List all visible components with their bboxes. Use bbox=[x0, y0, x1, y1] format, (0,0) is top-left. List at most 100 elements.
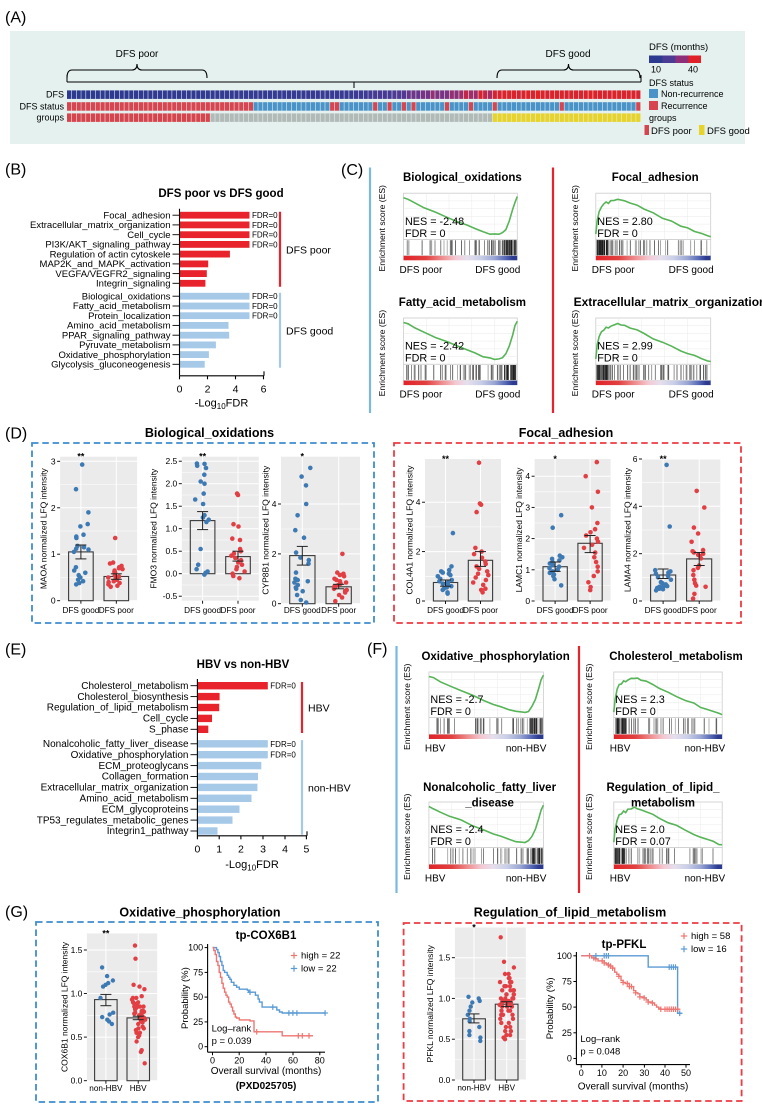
svg-text:non-HBV: non-HBV bbox=[506, 874, 547, 885]
svg-text:5: 5 bbox=[303, 844, 309, 856]
svg-text:DFS good: DFS good bbox=[286, 325, 333, 337]
svg-text:2: 2 bbox=[51, 503, 56, 513]
svg-text:Enrichment score (ES): Enrichment score (ES) bbox=[402, 663, 412, 750]
svg-text:DFS good: DFS good bbox=[645, 606, 682, 615]
svg-text:NES = 2.3: NES = 2.3 bbox=[615, 694, 665, 706]
svg-text:DFS good: DFS good bbox=[545, 49, 590, 60]
svg-text:HBV: HBV bbox=[425, 744, 446, 755]
svg-text:Fatty_acid_metabolism: Fatty_acid_metabolism bbox=[73, 301, 171, 312]
svg-text:DFS poor: DFS poor bbox=[321, 606, 356, 615]
svg-text:4: 4 bbox=[416, 497, 421, 507]
svg-text:Regulation_of_lipid_metabolism: Regulation_of_lipid_metabolism bbox=[474, 906, 666, 920]
svg-text:DFS poor vs DFS good: DFS poor vs DFS good bbox=[158, 188, 283, 200]
svg-text:0: 0 bbox=[177, 384, 183, 396]
svg-text:Fatty_acid_metabolism: Fatty_acid_metabolism bbox=[399, 297, 526, 309]
svg-text:Enrichment score (ES): Enrichment score (ES) bbox=[377, 185, 387, 272]
svg-text:FDR = 0: FDR = 0 bbox=[597, 353, 638, 365]
svg-text:20: 20 bbox=[618, 1068, 628, 1078]
svg-text:non-HBV: non-HBV bbox=[685, 744, 726, 755]
svg-text:*: * bbox=[472, 923, 476, 933]
svg-text:low = 22: low = 22 bbox=[301, 964, 337, 975]
svg-text:Log–rank: Log–rank bbox=[212, 1024, 252, 1035]
svg-text:FDR=0: FDR=0 bbox=[270, 751, 296, 760]
svg-text:(A): (A) bbox=[5, 10, 26, 27]
svg-text:DFS good: DFS good bbox=[707, 126, 750, 137]
svg-text:Cell_cycle: Cell_cycle bbox=[143, 714, 189, 725]
svg-text:HBV: HBV bbox=[308, 703, 330, 715]
svg-text:40: 40 bbox=[688, 65, 698, 75]
svg-text:-Log10FDR: -Log10FDR bbox=[195, 398, 249, 412]
svg-text:Extracellular_matrix_organizat: Extracellular_matrix_organization bbox=[574, 295, 762, 309]
svg-text:tp-COX6B1: tp-COX6B1 bbox=[236, 930, 297, 942]
svg-text:DFS good: DFS good bbox=[475, 390, 520, 401]
svg-text:2: 2 bbox=[416, 547, 421, 557]
svg-text:DFS good: DFS good bbox=[669, 265, 714, 276]
svg-text:NES = 2.0: NES = 2.0 bbox=[615, 824, 665, 836]
svg-text:FDR=0: FDR=0 bbox=[252, 240, 278, 249]
svg-text:80: 80 bbox=[315, 1056, 325, 1066]
svg-text:2: 2 bbox=[238, 844, 244, 856]
svg-text:2: 2 bbox=[633, 549, 638, 559]
svg-text:Enrichment score (ES): Enrichment score (ES) bbox=[377, 310, 387, 397]
svg-text:Enrichment score (ES): Enrichment score (ES) bbox=[570, 310, 580, 397]
svg-text:3: 3 bbox=[525, 502, 530, 512]
svg-text:Extracellular_matrix_organizat: Extracellular_matrix_organization bbox=[41, 783, 189, 794]
svg-text:ECM_glycoproteins: ECM_glycoproteins bbox=[102, 804, 189, 815]
svg-text:Overall survival (months): Overall survival (months) bbox=[211, 1066, 322, 1077]
svg-text:groups: groups bbox=[649, 113, 677, 123]
svg-text:4: 4 bbox=[282, 844, 288, 856]
svg-text:0: 0 bbox=[567, 1054, 572, 1064]
svg-text:75: 75 bbox=[562, 977, 572, 987]
svg-text:Oxidative_phosphorylation: Oxidative_phosphorylation bbox=[119, 906, 280, 920]
svg-text:0.5: 0.5 bbox=[71, 1032, 83, 1042]
svg-text:PPAR_signaling_pathway: PPAR_signaling_pathway bbox=[62, 330, 171, 341]
svg-text:p = 0.048: p = 0.048 bbox=[580, 1047, 620, 1058]
svg-text:DFS poor: DFS poor bbox=[400, 265, 443, 276]
svg-text:HBV: HBV bbox=[130, 1084, 147, 1093]
svg-text:Enrichment score (ES): Enrichment score (ES) bbox=[402, 793, 412, 880]
svg-text:(PXD025705): (PXD025705) bbox=[236, 1081, 297, 1092]
svg-text:Biological_oxidations: Biological_oxidations bbox=[145, 426, 274, 440]
svg-text:MAP2K_and_MAPK_activation: MAP2K_and_MAPK_activation bbox=[40, 259, 171, 270]
svg-text:Regulation_of_lipid_: Regulation_of_lipid_ bbox=[606, 782, 720, 794]
svg-text:VEGFA/VEGFR2_signaling: VEGFA/VEGFR2_signaling bbox=[55, 269, 170, 280]
svg-text:(F): (F) bbox=[367, 641, 387, 658]
svg-text:Amino_acid_metabolism: Amino_acid_metabolism bbox=[67, 321, 171, 332]
svg-text:4: 4 bbox=[233, 384, 239, 396]
svg-text:(E): (E) bbox=[5, 642, 26, 659]
svg-text:1: 1 bbox=[216, 844, 222, 856]
svg-text:NES = 2.80: NES = 2.80 bbox=[597, 216, 653, 228]
svg-text:Enrichment score (ES): Enrichment score (ES) bbox=[584, 793, 594, 880]
svg-text:Regulation of actin cytoskele: Regulation of actin cytoskele bbox=[50, 249, 171, 260]
svg-text:Oxidative_phosphorylation: Oxidative_phosphorylation bbox=[59, 350, 171, 361]
svg-text:**: ** bbox=[442, 454, 450, 464]
svg-text:50: 50 bbox=[681, 1068, 691, 1078]
svg-text:20: 20 bbox=[234, 1056, 244, 1066]
svg-text:p = 0.039: p = 0.039 bbox=[212, 1036, 252, 1047]
svg-text:0.0: 0.0 bbox=[71, 1076, 83, 1086]
svg-text:Protein_localization: Protein_localization bbox=[88, 311, 170, 322]
svg-text:0.5: 0.5 bbox=[439, 1034, 451, 1044]
svg-text:0: 0 bbox=[198, 1042, 203, 1052]
svg-text:FDR = 0: FDR = 0 bbox=[430, 836, 471, 848]
svg-text:100: 100 bbox=[188, 943, 203, 953]
svg-text:-Log10FDR: -Log10FDR bbox=[225, 859, 279, 873]
svg-text:0: 0 bbox=[416, 596, 421, 606]
svg-text:Glycolysis_gluconeogenesis: Glycolysis_gluconeogenesis bbox=[51, 360, 171, 371]
svg-text:COX6B1 normalized LFQ intensit: COX6B1 normalized LFQ intensity bbox=[59, 941, 69, 1072]
svg-text:FDR=0: FDR=0 bbox=[252, 231, 278, 240]
svg-text:FDR=0: FDR=0 bbox=[270, 682, 296, 691]
svg-text:non-HBV: non-HBV bbox=[308, 782, 351, 794]
svg-text:0: 0 bbox=[194, 844, 200, 856]
svg-text:Overall survival (months): Overall survival (months) bbox=[578, 1082, 689, 1093]
svg-text:FDR=0: FDR=0 bbox=[252, 292, 278, 301]
svg-text:**: ** bbox=[102, 928, 110, 938]
svg-text:1.5: 1.5 bbox=[71, 945, 83, 955]
svg-text:1: 1 bbox=[525, 565, 530, 575]
svg-text:DFS status: DFS status bbox=[649, 78, 694, 88]
svg-text:0: 0 bbox=[633, 596, 638, 606]
svg-text:TP53_regulates_metabolic_genes: TP53_regulates_metabolic_genes bbox=[37, 815, 189, 826]
svg-text:NES = -2.4: NES = -2.4 bbox=[430, 824, 483, 836]
svg-text:Focal_adhesion: Focal_adhesion bbox=[519, 426, 613, 440]
svg-text:HBV: HBV bbox=[610, 874, 631, 885]
